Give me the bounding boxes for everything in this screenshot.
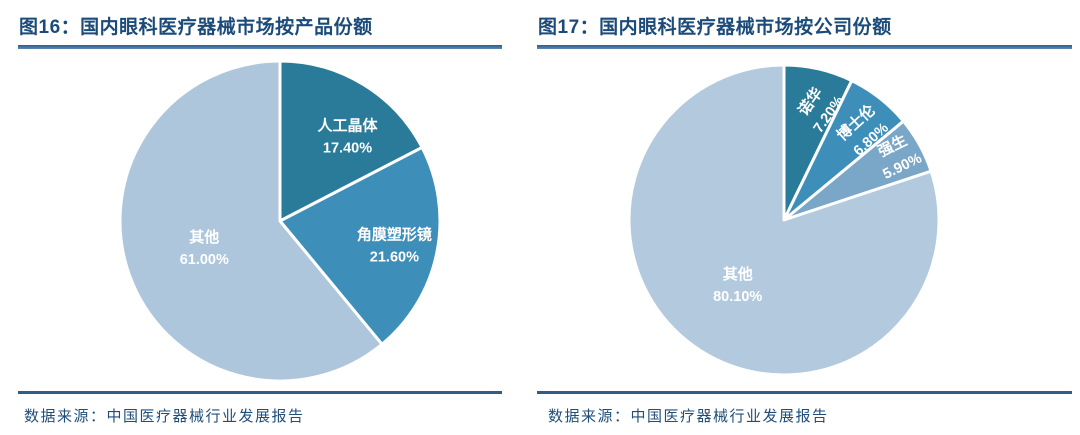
pie-slice-label-角膜塑形镜: 角膜塑形镜 21.60% xyxy=(357,225,432,265)
pie-slice-label-其他: 其他 80.10% xyxy=(713,265,762,305)
pie-slice-其他 xyxy=(118,59,384,383)
pie-slice-label-其他: 其他 61.00% xyxy=(180,228,229,268)
figure-panel-product: 图16：国内眼科医疗器械市场按产品份额 人工晶体 17.40% 角膜塑形镜 21.60… xyxy=(18,0,502,435)
pie-slice-label-人工晶体: 人工晶体 17.40% xyxy=(317,117,378,157)
figure-panel-company: 图17：国内眼科医疗器械市场按公司份额 诺华7.20% 博士伦6.80% 强生5.9… xyxy=(537,0,1072,435)
pie-chart-company-share: 诺华7.20%博士伦6.80%强生5.90%其他 80.10% xyxy=(627,63,941,377)
data-source-text: 数据来源：中国医疗器械行业发展报告 xyxy=(548,407,829,425)
title-rule xyxy=(537,45,1072,49)
figure-title-company: 图17：国内眼科医疗器械市场按公司份额 xyxy=(538,17,892,38)
source-rule xyxy=(537,391,1072,394)
pie-slice-角膜塑形镜 xyxy=(278,145,442,346)
data-source-text: 数据来源：中国医疗器械行业发展报告 xyxy=(24,407,305,425)
title-rule xyxy=(18,45,502,49)
pie-slice-人工晶体 xyxy=(278,59,424,223)
source-rule xyxy=(18,391,502,394)
pie-chart-product-share: 人工晶体 17.40% 角膜塑形镜 21.60% 其他 61.00% xyxy=(118,59,442,383)
figure-title-product: 图16：国内眼科医疗器械市场按产品份额 xyxy=(19,17,373,38)
pie-slice-其他 xyxy=(627,63,941,377)
